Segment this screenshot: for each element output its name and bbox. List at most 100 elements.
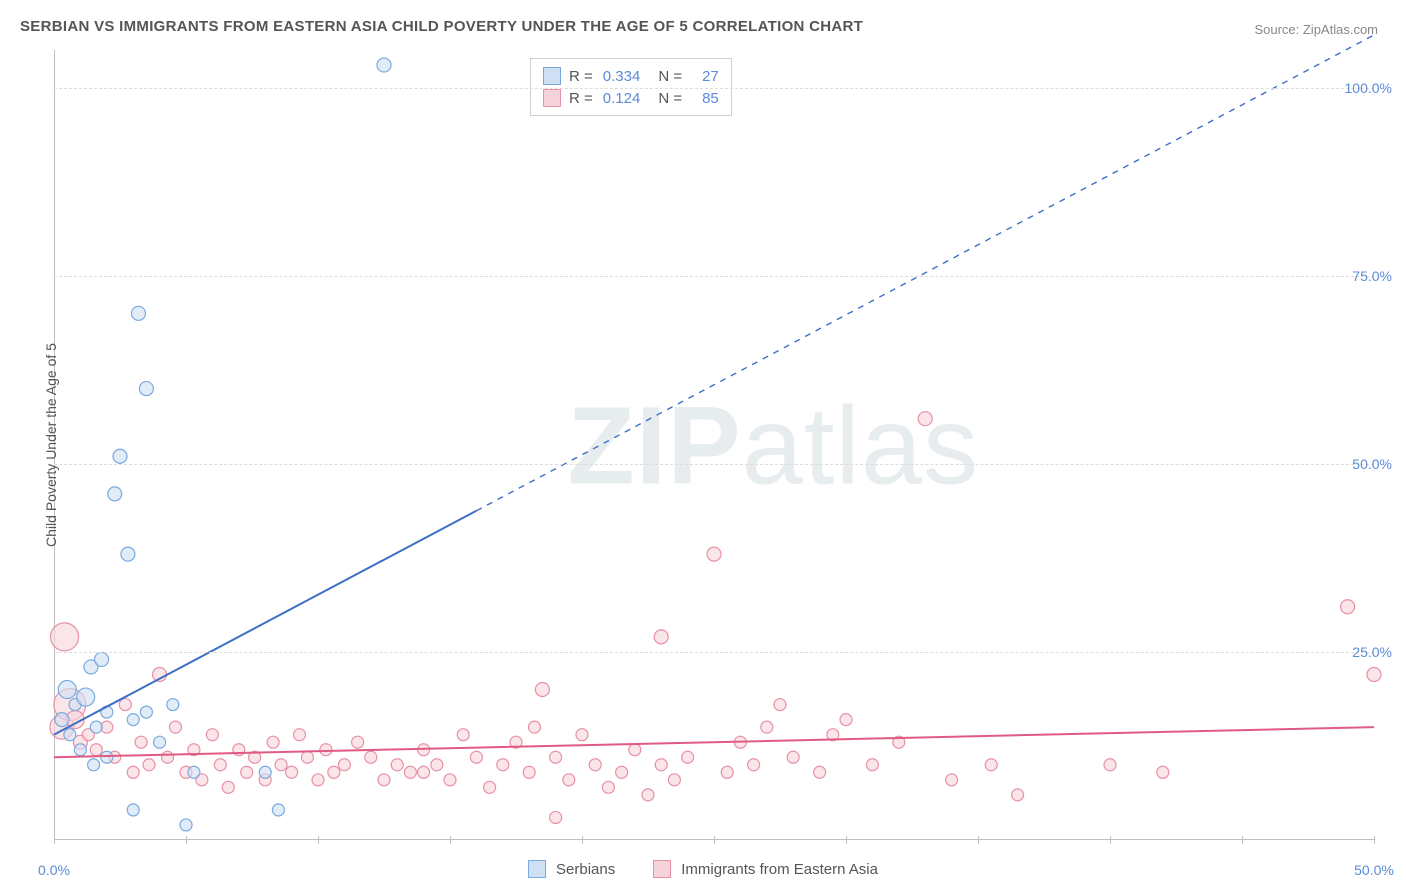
point-immigrant <box>654 630 668 644</box>
point-immigrant <box>169 721 181 733</box>
point-serbian <box>131 306 145 320</box>
point-immigrant <box>431 759 443 771</box>
x-tick <box>54 836 55 844</box>
point-immigrant <box>814 766 826 778</box>
x-tick <box>1374 836 1375 844</box>
point-immigrant <box>602 781 614 793</box>
bottom-legend: Serbians Immigrants from Eastern Asia <box>528 860 878 878</box>
point-immigrant <box>528 721 540 733</box>
x-tick <box>450 836 451 844</box>
point-serbian <box>272 804 284 816</box>
point-immigrant <box>721 766 733 778</box>
point-immigrant <box>497 759 509 771</box>
point-serbian <box>167 699 179 711</box>
point-serbian <box>58 681 76 699</box>
point-immigrant <box>946 774 958 786</box>
gridline-h <box>54 464 1374 465</box>
point-serbian <box>121 547 135 561</box>
point-serbian <box>113 449 127 463</box>
point-serbian <box>377 58 391 72</box>
point-immigrant <box>655 759 667 771</box>
point-serbian <box>259 766 271 778</box>
point-serbian <box>88 759 100 771</box>
point-immigrant <box>1104 759 1116 771</box>
legend-row-immigrants: R = 0.124 N = 85 <box>543 87 719 109</box>
point-serbian <box>77 688 95 706</box>
point-immigrant <box>1157 766 1169 778</box>
point-immigrant <box>840 714 852 726</box>
point-immigrant <box>787 751 799 763</box>
bottom-swatch-serbians <box>528 860 546 878</box>
point-immigrant <box>90 744 102 756</box>
point-immigrant <box>918 412 932 426</box>
x-tick-label: 0.0% <box>38 862 70 878</box>
point-immigrant <box>301 751 313 763</box>
legend-swatch-serbians <box>543 67 561 85</box>
point-serbian <box>95 652 109 666</box>
legend-n-val-1: 85 <box>702 90 719 107</box>
x-tick <box>978 836 979 844</box>
point-immigrant <box>682 751 694 763</box>
point-serbian <box>108 487 122 501</box>
point-immigrant <box>135 736 147 748</box>
point-serbian <box>154 736 166 748</box>
point-immigrant <box>642 789 654 801</box>
legend-r-val-0: 0.334 <box>603 68 641 85</box>
point-immigrant <box>206 729 218 741</box>
chart-title: SERBIAN VS IMMIGRANTS FROM EASTERN ASIA … <box>20 18 863 35</box>
point-immigrant <box>1012 789 1024 801</box>
point-immigrant <box>985 759 997 771</box>
point-immigrant <box>576 729 588 741</box>
point-immigrant <box>378 774 390 786</box>
x-tick <box>1110 836 1111 844</box>
y-tick-label: 100.0% <box>1345 80 1392 96</box>
legend-r-label: R = <box>569 90 593 107</box>
point-immigrant <box>550 811 562 823</box>
point-immigrant <box>418 766 430 778</box>
gridline-h <box>54 88 1374 89</box>
point-immigrant <box>404 766 416 778</box>
gridline-h <box>54 652 1374 653</box>
bottom-legend-serbians: Serbians <box>556 861 615 878</box>
point-immigrant <box>312 774 324 786</box>
legend-r-val-1: 0.124 <box>603 90 641 107</box>
point-immigrant <box>320 744 332 756</box>
bottom-legend-immigrants: Immigrants from Eastern Asia <box>681 861 878 878</box>
point-immigrant <box>338 759 350 771</box>
point-immigrant <box>563 774 575 786</box>
bottom-swatch-immigrants <box>653 860 671 878</box>
point-immigrant <box>352 736 364 748</box>
point-immigrant <box>668 774 680 786</box>
point-immigrant <box>457 729 469 741</box>
point-immigrant <box>391 759 403 771</box>
point-immigrant <box>748 759 760 771</box>
point-immigrant <box>214 759 226 771</box>
x-tick <box>1242 836 1243 844</box>
point-immigrant <box>1341 600 1355 614</box>
y-tick-label: 75.0% <box>1352 268 1392 284</box>
point-serbian <box>64 729 76 741</box>
x-tick <box>714 836 715 844</box>
point-immigrant <box>866 759 878 771</box>
point-serbian <box>74 744 86 756</box>
legend-n-label: N = <box>658 90 682 107</box>
point-immigrant <box>707 547 721 561</box>
legend-row-serbians: R = 0.334 N = 27 <box>543 65 719 87</box>
point-serbian <box>127 714 139 726</box>
point-serbian <box>140 706 152 718</box>
point-immigrant <box>143 759 155 771</box>
chart-svg <box>54 50 1374 840</box>
point-immigrant <box>523 766 535 778</box>
point-serbian <box>139 382 153 396</box>
point-immigrant <box>616 766 628 778</box>
point-immigrant <box>365 751 377 763</box>
point-immigrant <box>550 751 562 763</box>
legend-n-label: N = <box>658 68 682 85</box>
point-immigrant <box>51 623 79 651</box>
point-serbian <box>188 766 200 778</box>
legend-swatch-immigrants <box>543 89 561 107</box>
point-immigrant <box>774 699 786 711</box>
point-serbian <box>180 819 192 831</box>
point-immigrant <box>761 721 773 733</box>
point-immigrant <box>222 781 234 793</box>
